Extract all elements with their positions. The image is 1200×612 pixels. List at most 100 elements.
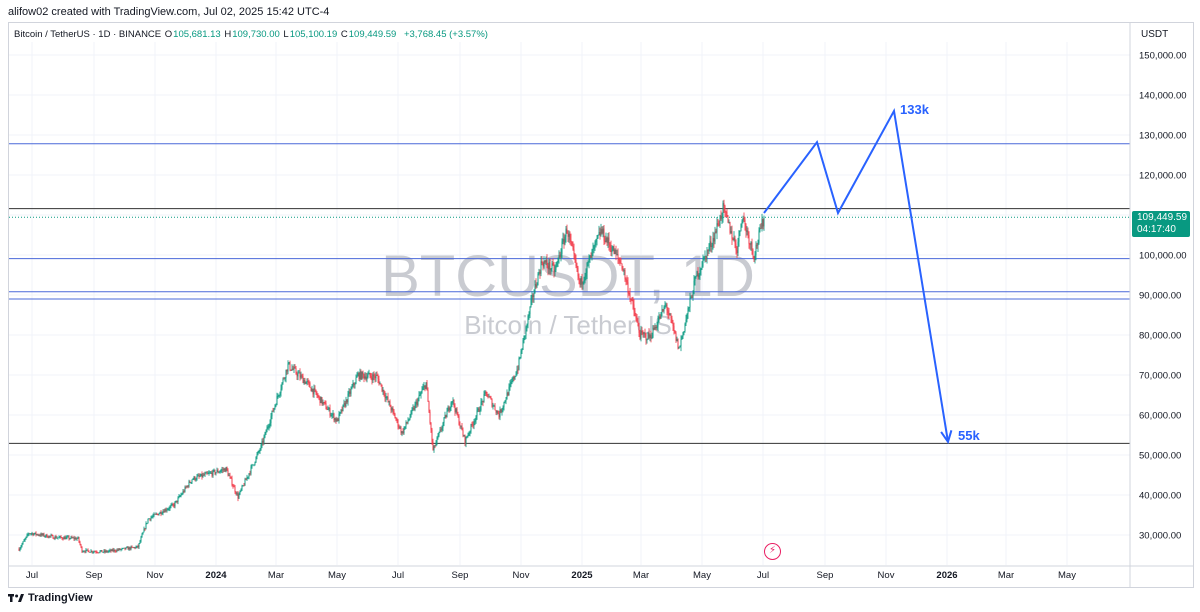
candle-body	[362, 371, 364, 375]
candle-body	[606, 237, 608, 243]
candle-body	[705, 255, 707, 260]
candle-body	[147, 518, 149, 523]
candle-body	[182, 491, 184, 494]
candle-body	[528, 314, 530, 316]
candle-body	[615, 249, 617, 255]
candle-body	[48, 535, 50, 538]
candle-body	[78, 537, 80, 542]
candle-body	[711, 245, 713, 247]
candle-body	[537, 273, 539, 286]
candle-body	[269, 422, 271, 426]
candle-body	[704, 255, 706, 257]
candle-body	[443, 417, 445, 424]
candle-body	[124, 547, 126, 550]
candle-body	[214, 470, 216, 474]
candle-body	[341, 409, 343, 412]
candle-body	[293, 367, 295, 370]
candle-body	[613, 246, 615, 255]
candle-body	[242, 485, 244, 487]
candle-body	[248, 473, 250, 477]
candle-body	[268, 425, 270, 428]
candle-body	[229, 475, 231, 477]
candle-body	[385, 396, 387, 399]
candle-body	[94, 551, 96, 553]
candle-body	[685, 319, 687, 324]
candle-body	[747, 230, 749, 235]
tradingview-brand[interactable]: TradingView	[8, 592, 93, 604]
lightning-icon[interactable]: ⚡	[764, 543, 781, 560]
candle-body	[199, 476, 201, 478]
candle-body	[651, 337, 653, 339]
candle-body	[140, 537, 142, 542]
candle-body	[577, 267, 579, 277]
candle-body	[497, 410, 499, 414]
candle-body	[126, 547, 128, 549]
candle-body	[388, 401, 390, 403]
candle-body	[590, 255, 592, 258]
candle-body	[468, 432, 470, 436]
projection-label: 133k	[900, 102, 930, 117]
candle-body	[327, 409, 329, 410]
candle-body	[414, 404, 416, 410]
x-tick-label: Nov	[147, 570, 164, 581]
candle-body	[475, 416, 477, 421]
candle-body	[683, 331, 685, 333]
candle-body	[435, 442, 437, 447]
candle-body	[314, 388, 316, 390]
candle-body	[62, 538, 64, 540]
candle-body	[85, 549, 87, 553]
candle-body	[232, 485, 234, 487]
candle-body	[667, 310, 669, 314]
candle-body	[642, 332, 644, 334]
candle-body	[727, 216, 729, 223]
candle-body	[160, 511, 162, 515]
y-tick-label: 40,000.00	[1139, 491, 1181, 502]
candle-body	[83, 551, 85, 553]
candle-body	[369, 373, 371, 377]
candle-body	[482, 401, 484, 403]
candle-body	[200, 473, 202, 477]
currency-label[interactable]: USDT	[1141, 29, 1169, 40]
candle-body	[568, 233, 570, 237]
candle-body	[366, 376, 368, 380]
candle-body	[477, 408, 479, 411]
chart-frame	[8, 22, 1194, 588]
candle-body	[734, 237, 736, 244]
y-tick-label: 70,000.00	[1139, 371, 1181, 382]
candle-body	[102, 551, 104, 553]
candle-body	[454, 406, 456, 412]
candle-body	[39, 535, 41, 537]
candle-body	[544, 261, 546, 263]
candle-body	[307, 380, 309, 382]
y-tick-label: 140,000.00	[1139, 91, 1187, 102]
candle-body	[213, 470, 215, 472]
candle-body	[485, 391, 487, 393]
candle-body	[195, 479, 197, 481]
candle-body	[280, 388, 282, 393]
candle-body	[118, 548, 120, 551]
candle-body	[593, 245, 595, 250]
candle-body	[494, 405, 496, 411]
candle-body	[553, 264, 555, 273]
projection-path[interactable]	[763, 107, 949, 442]
candle-body	[646, 339, 648, 341]
x-tick-label: May	[328, 570, 346, 581]
candle-body	[320, 397, 322, 404]
candle-body	[545, 260, 547, 263]
candle-body	[718, 224, 720, 226]
candle-body	[155, 513, 157, 515]
candle-body	[311, 388, 313, 392]
candle-body	[253, 464, 255, 466]
candle-body	[330, 415, 332, 416]
y-tick-label: 100,000.00	[1139, 251, 1187, 262]
candle-body	[603, 228, 605, 241]
candle-body	[252, 464, 254, 466]
candle-body	[516, 369, 518, 375]
candle-body	[151, 516, 153, 518]
candle-body	[329, 407, 331, 416]
candle-body	[411, 409, 413, 411]
candle-body	[733, 237, 735, 241]
candle-body	[609, 244, 611, 247]
candle-body	[339, 412, 341, 414]
